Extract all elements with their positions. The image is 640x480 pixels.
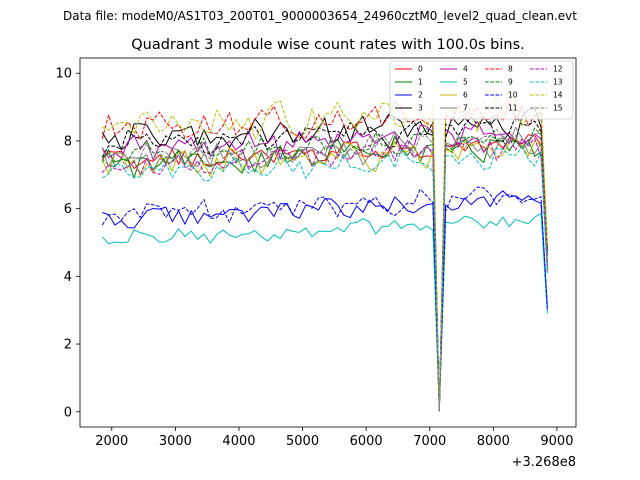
- chart-title: Quadrant 3 module wise count rates with …: [131, 37, 525, 53]
- legend-label-1: 1: [418, 78, 423, 87]
- y-tick-label: 0: [64, 405, 72, 420]
- legend-label-6: 6: [463, 91, 468, 100]
- legend-label-14: 14: [553, 91, 563, 100]
- plot-area: 2000 3000 4000 5000 6000 7000 8000 9000 0246810…: [55, 57, 577, 449]
- x-tick-label: 8000: [477, 434, 510, 449]
- legend-frame: [389, 60, 574, 120]
- series-line-2: [102, 190, 548, 411]
- x-tick-label: 7000: [413, 434, 446, 449]
- legend-label-12: 12: [553, 65, 563, 74]
- series-line-12: [101, 137, 548, 411]
- y-tick-label: 10: [55, 67, 72, 82]
- figure-suptitle: Data file: modeM0/AS1T03_200T01_90000036…: [63, 9, 577, 23]
- legend-label-0: 0: [418, 65, 423, 74]
- x-axis: 2000 3000 4000 5000 6000 7000 8000 9000: [95, 427, 573, 449]
- series-line-13: [101, 146, 548, 412]
- legend-label-7: 7: [463, 104, 468, 113]
- axes-background: [80, 58, 576, 427]
- series-line-11: [101, 115, 548, 411]
- y-axis: 0 2 4 6 8 10: [55, 67, 80, 420]
- legend-label-8: 8: [508, 65, 513, 74]
- x-tick-label: 4000: [222, 434, 255, 449]
- legend-label-9: 9: [508, 78, 513, 87]
- series-line-9: [101, 127, 548, 411]
- legend-label-5: 5: [463, 78, 468, 87]
- axes-frame: [79, 57, 577, 428]
- legend-label-15: 15: [553, 104, 563, 113]
- series-line-10: [101, 186, 548, 412]
- legend-label-2: 2: [418, 91, 423, 100]
- y-tick-label: 8: [64, 134, 72, 149]
- legend-label-13: 13: [553, 78, 563, 87]
- x-offset-label: +3.268e8: [512, 455, 576, 470]
- x-tick-label: 9000: [540, 434, 573, 449]
- x-tick-label: 3000: [159, 434, 192, 449]
- series-line-3: [101, 107, 548, 412]
- series-line-8: [101, 100, 548, 412]
- series-line-7: [101, 126, 548, 411]
- x-tick-label: 2000: [95, 434, 128, 449]
- x-tick-label: 6000: [350, 434, 383, 449]
- series-line-5: [101, 213, 548, 412]
- y-tick-label: 6: [64, 202, 72, 217]
- legend-label-11: 11: [508, 104, 518, 113]
- y-tick-label: 4: [64, 270, 72, 285]
- legend-label-3: 3: [418, 104, 423, 113]
- legend-label-4: 4: [463, 65, 468, 74]
- x-tick-label: 5000: [286, 434, 319, 449]
- y-tick-label: 2: [64, 338, 72, 353]
- series-line-15: [101, 128, 548, 412]
- legend-label-10: 10: [508, 91, 518, 100]
- series-line-4: [101, 120, 548, 411]
